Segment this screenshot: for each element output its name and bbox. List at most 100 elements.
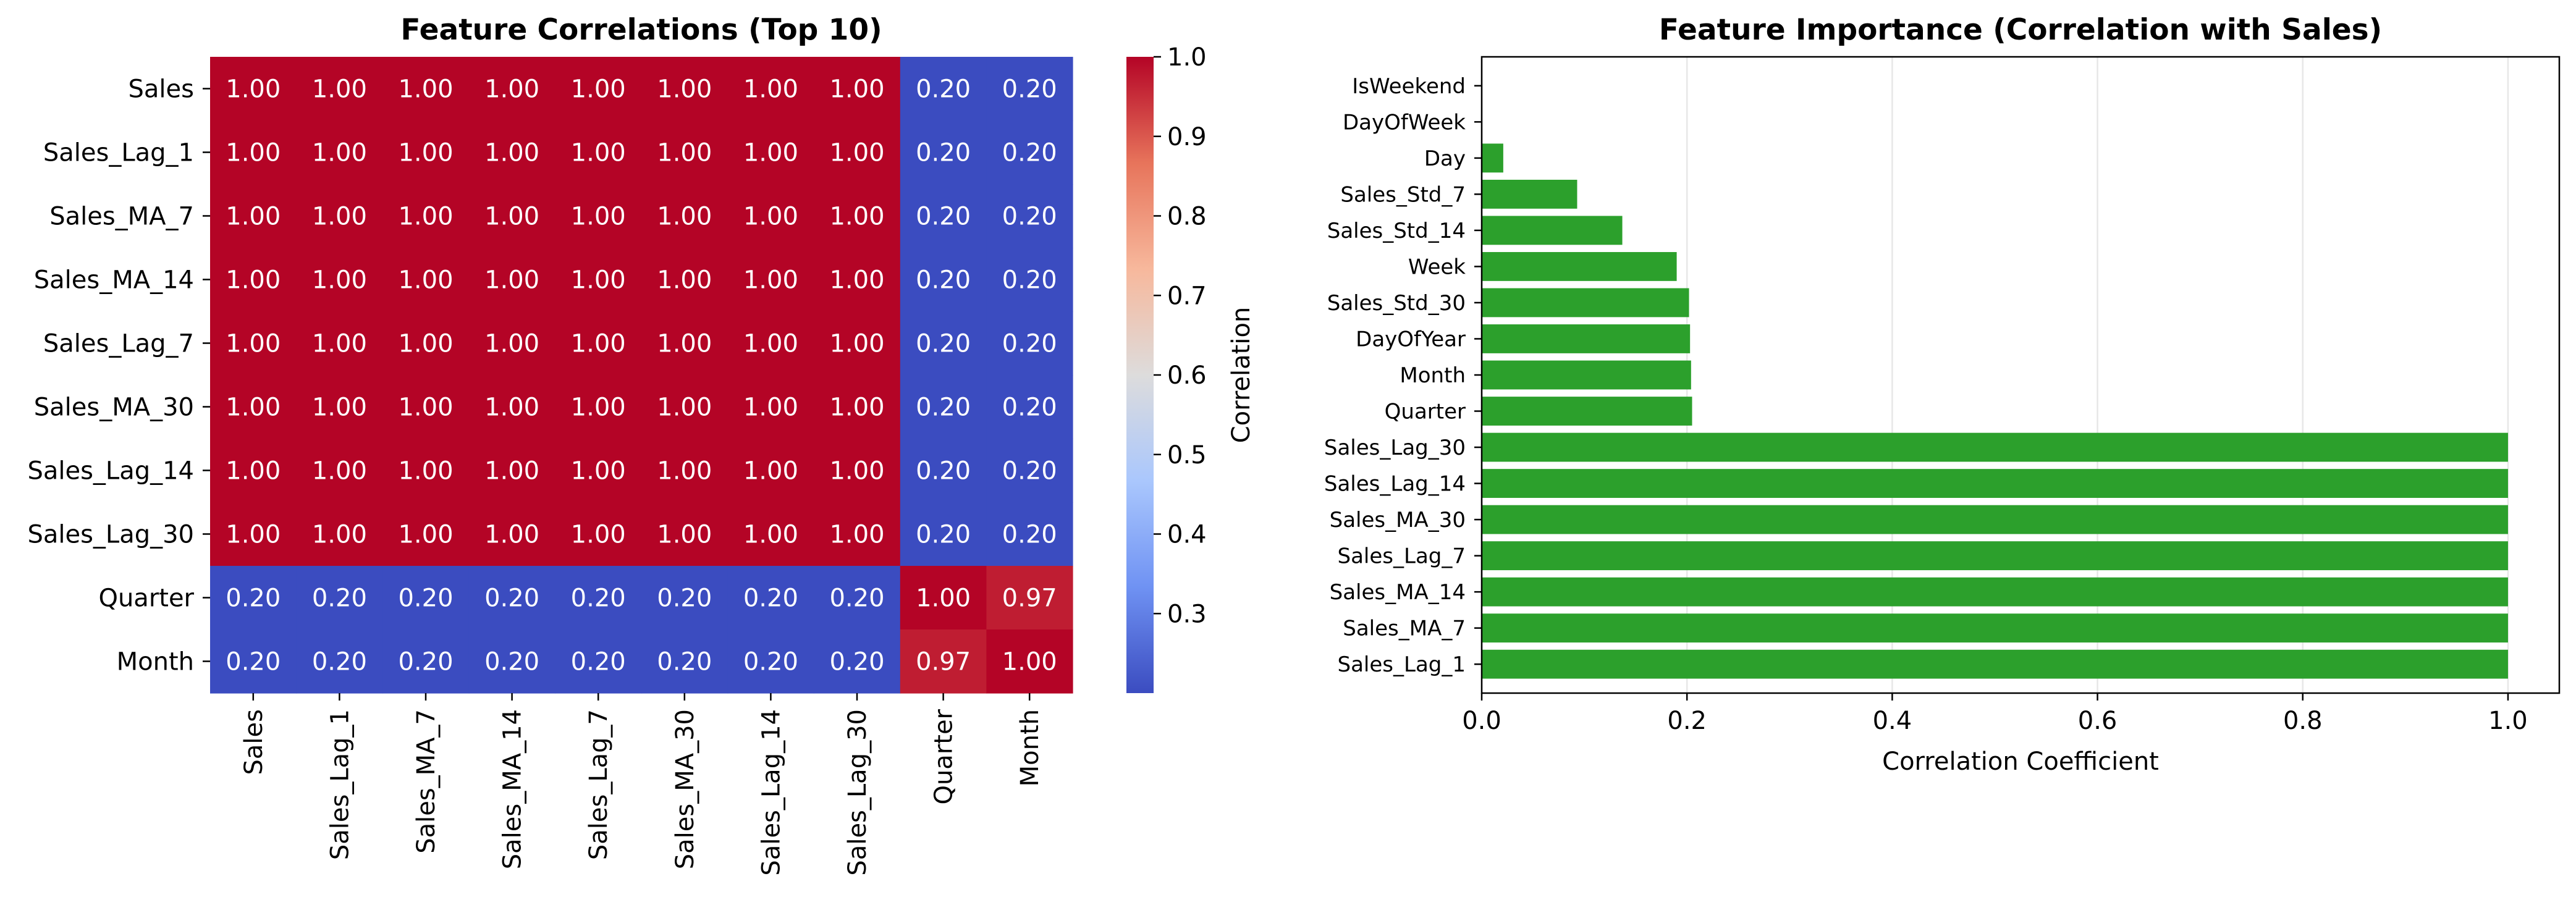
heatmap-cell	[210, 566, 297, 630]
heatmap-cell	[814, 248, 901, 312]
heatmap-cell	[468, 439, 555, 503]
heatmap-cell-value: 1.00	[312, 75, 367, 104]
heatmap-cell	[382, 502, 470, 566]
bar-x-tick-label: 0.0	[1462, 707, 1501, 735]
heatmap-cell-value: 0.20	[916, 139, 971, 167]
heatmap-cell-value: 1.00	[484, 203, 539, 231]
heatmap-cell-value: 0.20	[916, 266, 971, 295]
heatmap-cell-value: 1.00	[571, 330, 626, 358]
heatmap-cell-value: 1.00	[226, 394, 281, 422]
heatmap-cell-value: 1.00	[226, 75, 281, 104]
heatmap-cell-value: 0.20	[916, 457, 971, 486]
heatmap-cell-value: 1.00	[657, 75, 712, 104]
colorbar-tick-label: 1.0	[1167, 43, 1207, 72]
heatmap-cell	[641, 248, 728, 312]
heatmap-cell	[986, 248, 1073, 312]
heatmap-cell	[468, 566, 555, 630]
heatmap-panel: Feature Correlations (Top 10) 1.00 1.00 1.…	[27, 13, 1073, 876]
heatmap-cell	[296, 184, 383, 248]
heatmap-cell	[210, 120, 297, 185]
bar-x-tick-label: 0.6	[2078, 707, 2118, 735]
heatmap-cell	[900, 566, 987, 630]
heatmap-cell	[641, 502, 728, 566]
heatmap-cell	[814, 375, 901, 439]
heatmap-cell	[468, 57, 555, 121]
colorbar-tick-label: 0.7	[1167, 282, 1207, 310]
heatmap-cell-value: 0.20	[1002, 75, 1057, 104]
bar	[1482, 613, 2508, 643]
heatmap-cell-value: 0.20	[916, 75, 971, 104]
heatmap-cell	[814, 184, 901, 248]
bar-x-ticks: 0.0 0.2 0.4 0.6 0.8 1.0	[1462, 693, 2528, 735]
heatmap-cell-value: 1.00	[571, 394, 626, 422]
heatmap-cell-value: 0.20	[743, 648, 798, 676]
colorbar-tick-label: 0.5	[1167, 441, 1207, 469]
heatmap-cell	[555, 566, 642, 630]
heatmap-cell-value: 0.20	[1002, 394, 1057, 422]
heatmap-row-label: Sales_Lag_1	[43, 139, 194, 167]
heatmap-cell-value: 1.00	[312, 394, 367, 422]
heatmap-cell	[555, 439, 642, 503]
bar-category-label: Sales_Lag_14	[1324, 472, 1466, 497]
bar	[1482, 324, 1691, 353]
heatmap-cell-value: 1.00	[484, 139, 539, 167]
heatmap-cell-value: 0.20	[657, 584, 712, 613]
heatmap-row-label: Sales_MA_14	[34, 266, 194, 295]
heatmap-cell	[900, 57, 987, 121]
heatmap-cell-value: 1.00	[571, 139, 626, 167]
bar	[1482, 360, 1691, 390]
heatmap-cell	[296, 120, 383, 185]
heatmap-cell	[210, 375, 297, 439]
heatmap-cell	[468, 184, 555, 248]
heatmap-cell	[814, 502, 901, 566]
heatmap-cell	[727, 629, 814, 694]
heatmap-cell-value: 0.20	[916, 394, 971, 422]
heatmap-row-label: Sales_MA_7	[49, 203, 194, 231]
heatmap-cell-value: 1.00	[398, 521, 453, 549]
heatmap-cell	[900, 120, 987, 185]
heatmap-column-label: Sales_Lag_14	[757, 709, 785, 876]
heatmap-cell-value: 1.00	[226, 457, 281, 486]
heatmap-cell-value: 1.00	[571, 203, 626, 231]
heatmap-cell	[210, 248, 297, 312]
heatmap-cell-value: 1.00	[312, 457, 367, 486]
heatmap-column-label: Quarter	[930, 709, 958, 804]
heatmap-cell	[555, 311, 642, 376]
colorbar-tick-label: 0.8	[1167, 203, 1207, 231]
heatmap-cell	[900, 629, 987, 694]
colorbar-gradient	[1126, 57, 1154, 693]
heatmap-cell-value: 0.20	[398, 584, 453, 613]
heatmap-cell	[382, 439, 470, 503]
heatmap-cell-value: 1.00	[484, 394, 539, 422]
heatmap-cell-value: 0.20	[1002, 521, 1057, 549]
heatmap-cell	[900, 311, 987, 376]
heatmap-cell	[382, 375, 470, 439]
heatmap-cell-value: 1.00	[743, 75, 798, 104]
heatmap-cell	[555, 375, 642, 439]
heatmap-row-label: Sales_Lag_14	[27, 457, 194, 486]
heatmap-cell-value: 1.00	[657, 139, 712, 167]
bar-x-tick-label: 1.0	[2488, 707, 2528, 735]
bar-category-label: DayOfYear	[1356, 327, 1466, 351]
heatmap-cell	[382, 57, 470, 121]
heatmap-cell-value: 0.20	[916, 521, 971, 549]
heatmap-cell-value: 1.00	[657, 457, 712, 486]
heatmap-cell-value: 1.00	[484, 75, 539, 104]
colorbar: 0.3 0.4 0.5 0.6 0.7 0.8 0.9 1.0 Correlation	[1126, 43, 1256, 693]
heatmap-cell-value: 1.00	[571, 266, 626, 295]
heatmap-cell	[986, 311, 1073, 376]
heatmap-cell	[641, 184, 728, 248]
heatmap-cell-value: 1.00	[829, 75, 884, 104]
bar-category-label: Sales_MA_14	[1330, 580, 1466, 605]
heatmap-cell	[727, 566, 814, 630]
heatmap-cell-value: 1.00	[829, 203, 884, 231]
heatmap-row-label: Sales_Lag_30	[27, 521, 194, 549]
heatmap-column-label: Sales_MA_7	[412, 709, 441, 854]
heatmap-cell	[296, 566, 383, 630]
heatmap-row-label: Sales_MA_30	[34, 394, 194, 422]
heatmap-cell-value: 1.00	[226, 266, 281, 295]
heatmap-cell	[296, 57, 383, 121]
colorbar-tick-label: 0.4	[1167, 521, 1207, 549]
heatmap-cell	[727, 57, 814, 121]
